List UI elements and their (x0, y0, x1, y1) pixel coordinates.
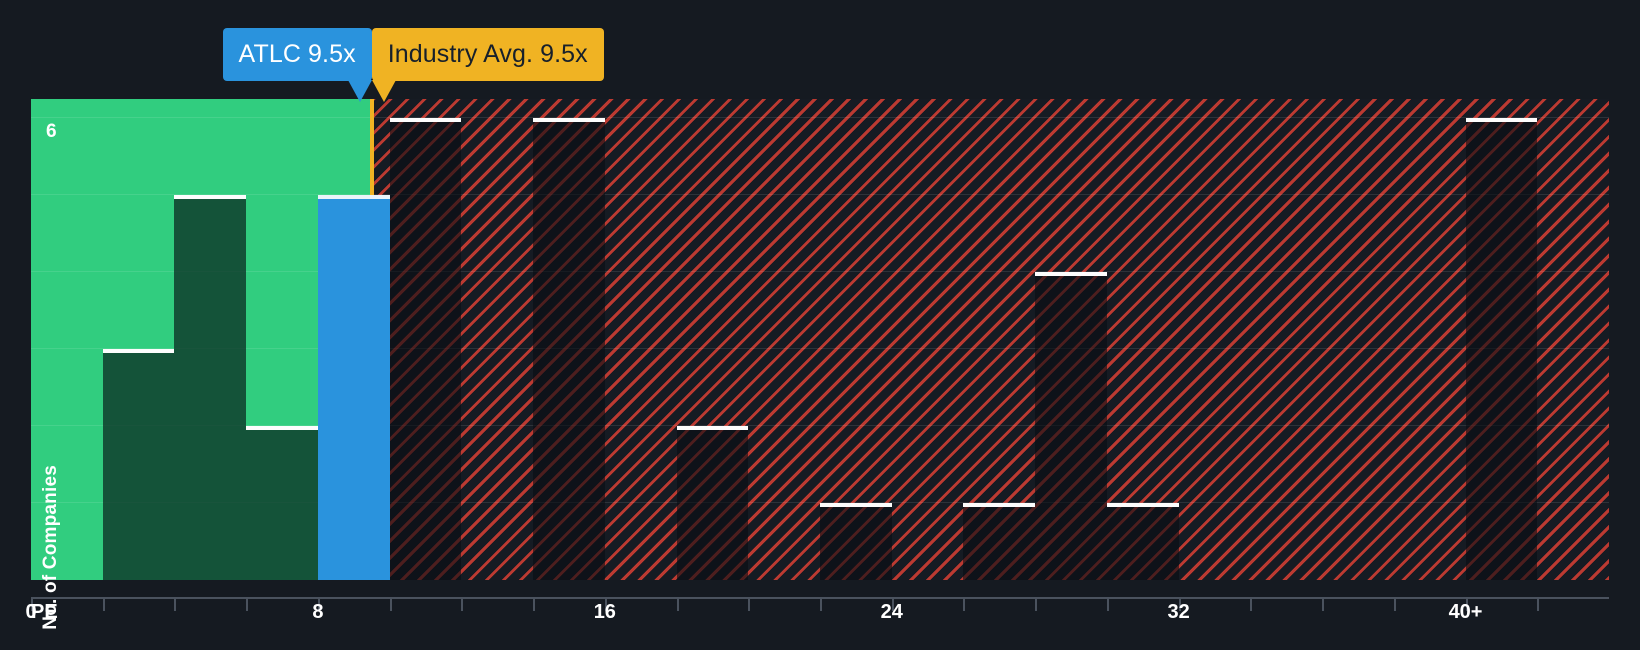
bar-cap (963, 503, 1036, 508)
bar-cap (533, 118, 605, 123)
gridline (31, 117, 1609, 119)
x-axis-tick (1250, 599, 1253, 611)
bar-body (174, 199, 247, 580)
x-axis-tick-label: 40+ (1448, 601, 1483, 623)
bar-cap (317, 195, 390, 200)
bar-body (317, 199, 390, 580)
bar-cap (246, 426, 318, 431)
bar-cap (820, 503, 892, 508)
company-pe-label: ATLC 9.5x (238, 40, 356, 68)
x-axis-tick (676, 599, 679, 611)
x-axis-tick (1465, 599, 1468, 611)
histogram-bar[interactable] (676, 426, 749, 580)
x-axis-tick (748, 599, 751, 611)
gridline (31, 502, 1609, 504)
company-callout-pointer (347, 80, 372, 102)
y-axis-max-value: 6 (46, 121, 57, 142)
gridline (31, 425, 1609, 427)
bar-body (1465, 122, 1538, 580)
x-axis-tick (1178, 599, 1181, 611)
x-axis-tick (963, 599, 966, 611)
bar-cap (1035, 272, 1107, 277)
x-axis-tick (31, 599, 33, 611)
company-pe-callout[interactable]: ATLC 9.5x (222, 28, 372, 81)
x-axis-line (31, 597, 1609, 599)
x-axis-tick (174, 599, 177, 611)
x-axis-tick (461, 599, 464, 611)
bar-cap (174, 195, 247, 200)
x-axis-tick-label: 0 (25, 601, 37, 623)
bar-cap (1465, 118, 1538, 123)
industry-pe-label: Industry Avg. 9.5x (387, 40, 588, 68)
x-axis-tick-label: 32 (1167, 601, 1190, 623)
bar-body (676, 430, 749, 580)
x-axis-title: PE (31, 601, 58, 623)
industry-callout-pointer (371, 80, 396, 102)
histogram-bar[interactable] (174, 195, 247, 580)
histogram-bar[interactable] (102, 349, 175, 580)
bar-body (389, 122, 462, 580)
x-axis-tick (1393, 599, 1396, 611)
x-axis-tick (533, 599, 536, 611)
histogram-bar[interactable] (389, 118, 462, 580)
histogram-bar[interactable] (1106, 503, 1179, 580)
x-axis-tick (1106, 599, 1109, 611)
histogram-bar[interactable] (963, 503, 1036, 580)
x-axis-tick (1537, 599, 1540, 611)
x-axis-tick-label: 24 (880, 601, 903, 623)
gridline (31, 194, 1609, 196)
bar-body (246, 430, 318, 580)
bar-body (1106, 507, 1179, 580)
x-axis-tick-label: 8 (312, 601, 324, 623)
x-axis-tick (820, 599, 822, 611)
bar-cap (1106, 503, 1179, 508)
gridline (31, 271, 1609, 273)
bar-body (533, 122, 605, 580)
histogram-bar[interactable] (1035, 272, 1107, 580)
histogram-bar[interactable] (246, 426, 318, 580)
industry-pe-callout[interactable]: Industry Avg. 9.5x (371, 28, 604, 81)
x-axis-tick (102, 599, 105, 611)
bar-cap (389, 118, 462, 123)
x-axis-tick (1035, 599, 1038, 611)
x-axis-tick (604, 599, 607, 611)
histogram-bar[interactable] (820, 503, 892, 580)
plot-area (31, 99, 1609, 580)
histogram-bar[interactable] (533, 118, 605, 580)
bar-body (963, 507, 1036, 580)
bar-body (820, 507, 892, 580)
histogram-bar[interactable] (1465, 118, 1538, 580)
x-axis-tick (317, 599, 320, 611)
histogram-bar[interactable] (317, 195, 390, 580)
x-axis-tick-label: 16 (593, 601, 616, 623)
x-axis-tick (246, 599, 249, 611)
x-axis-tick (891, 599, 894, 611)
bar-cap (102, 349, 175, 354)
x-axis-tick (1322, 599, 1325, 611)
industry-average-line (369, 99, 374, 196)
bar-body (1035, 276, 1107, 580)
bar-body (102, 353, 175, 580)
bar-cap (676, 426, 749, 431)
x-axis-tick (389, 599, 392, 611)
gridline (31, 348, 1609, 350)
